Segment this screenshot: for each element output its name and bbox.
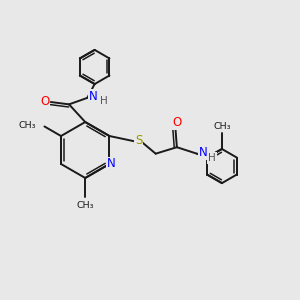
Text: S: S (135, 134, 142, 147)
Text: N: N (89, 90, 98, 103)
Text: H: H (208, 153, 216, 163)
Text: N: N (106, 158, 115, 170)
Text: CH₃: CH₃ (213, 122, 231, 131)
Text: H: H (100, 96, 107, 106)
Text: N: N (199, 146, 207, 159)
Text: O: O (172, 116, 182, 129)
Text: CH₃: CH₃ (76, 201, 94, 210)
Text: CH₃: CH₃ (19, 122, 36, 130)
Text: O: O (40, 95, 50, 108)
